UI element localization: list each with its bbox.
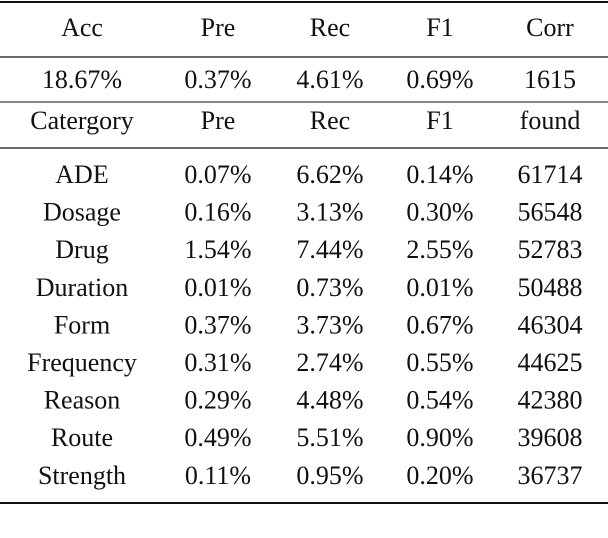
cell: 0.29%	[184, 386, 251, 415]
cell: 2.55%	[406, 235, 473, 264]
header-cell: Corr	[526, 13, 574, 42]
cell: 0.90%	[406, 423, 473, 452]
cell: 1615	[524, 65, 576, 94]
cell: Strength	[38, 461, 126, 490]
cell: 0.20%	[406, 461, 473, 490]
cell: ADE	[55, 160, 108, 189]
header-cell: Pre	[201, 13, 236, 42]
cell: Dosage	[43, 198, 121, 227]
header-cell: Catergory	[30, 106, 134, 135]
cell: Route	[51, 423, 113, 452]
cell: 0.11%	[185, 461, 251, 490]
cell: 0.07%	[184, 160, 251, 189]
cell: 18.67%	[42, 65, 122, 94]
cell: 52783	[518, 235, 583, 264]
cell: 0.49%	[184, 423, 251, 452]
cell: 5.51%	[296, 423, 363, 452]
cell: Duration	[36, 273, 128, 302]
cell: 56548	[518, 198, 583, 227]
cell: 0.37%	[184, 65, 251, 94]
header-cell: F1	[426, 13, 453, 42]
cell: 2.74%	[296, 348, 363, 377]
cell: Frequency	[27, 348, 137, 377]
header-cell: found	[520, 106, 581, 135]
cell: 0.30%	[406, 198, 473, 227]
header-cell: F1	[426, 106, 453, 135]
cell: 4.48%	[296, 386, 363, 415]
cell: 46304	[518, 310, 583, 339]
header-cell: Rec	[310, 13, 350, 42]
cell: 3.13%	[296, 198, 363, 227]
cell: 42380	[518, 386, 583, 415]
cell: 0.01%	[184, 273, 251, 302]
cell: 50488	[518, 273, 583, 302]
cell: 1.54%	[184, 235, 251, 264]
cell: 0.55%	[406, 348, 473, 377]
cell: 0.37%	[184, 310, 251, 339]
cell: 0.69%	[406, 65, 473, 94]
cell: 3.73%	[296, 310, 363, 339]
cell: Form	[54, 310, 110, 339]
header-cell: Pre	[201, 106, 236, 135]
cell: 0.01%	[406, 273, 473, 302]
cell: Drug	[55, 235, 108, 264]
cell: Reason	[44, 386, 121, 415]
header-cell: Rec	[310, 106, 350, 135]
cell: 4.61%	[296, 65, 363, 94]
cell: 0.14%	[406, 160, 473, 189]
header-cell: Acc	[61, 13, 103, 42]
cell: 0.73%	[296, 273, 363, 302]
cell: 0.95%	[296, 461, 363, 490]
cell: 36737	[518, 461, 583, 490]
cell: 44625	[518, 348, 583, 377]
cell: 0.67%	[406, 310, 473, 339]
cell: 7.44%	[296, 235, 363, 264]
cell: 0.31%	[184, 348, 251, 377]
cell: 61714	[518, 160, 583, 189]
cell: 39608	[518, 423, 583, 452]
cell: 6.62%	[296, 160, 363, 189]
cell: 0.16%	[184, 198, 251, 227]
cell: 0.54%	[406, 386, 473, 415]
